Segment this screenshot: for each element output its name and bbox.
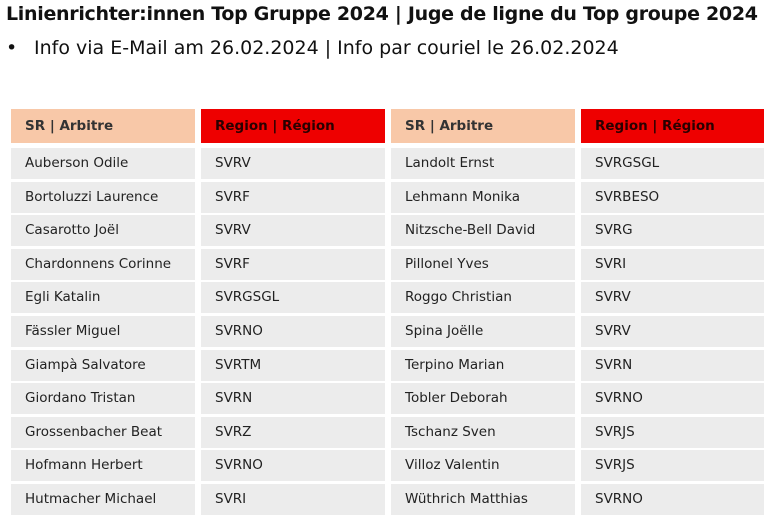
referee-name-cell: Hutmacher Michael [11, 483, 195, 515]
table-1-region-column: Region | Région SVRV SVRF SVRV SVRF SVRGSGL S… [201, 109, 385, 518]
region-cell: SVRF [201, 181, 385, 213]
region-cell: SVRI [581, 248, 764, 280]
region-list: SVRGSGL SVRBESO SVRG SVRI SVRV SVRV SVRN SVRNO S… [581, 148, 764, 515]
region-cell: SVRN [581, 349, 764, 381]
region-cell: SVRNO [581, 383, 764, 415]
referee-name-cell: Villoz Valentin [391, 450, 575, 482]
referee-name-cell: Spina Joëlle [391, 315, 575, 347]
region-cell: SVRTM [201, 349, 385, 381]
region-cell: SVRV [201, 215, 385, 247]
region-cell: SVRV [581, 282, 764, 314]
region-cell: SVRNO [201, 315, 385, 347]
referee-name-cell: Wüthrich Matthias [391, 483, 575, 515]
referee-name-cell: Auberson Odile [11, 148, 195, 179]
region-cell: SVRV [581, 315, 764, 347]
referee-name-cell: Bortoluzzi Laurence [11, 181, 195, 213]
region-list: SVRV SVRF SVRV SVRF SVRGSGL SVRNO SVRTM SVRN SVR… [201, 148, 385, 515]
region-cell: SVRJS [581, 450, 764, 482]
referee-name-cell: Pillonel Yves [391, 248, 575, 280]
referee-name-cell: Lehmann Monika [391, 181, 575, 213]
referee-name-cell: Tschanz Sven [391, 416, 575, 448]
page-title: Linienrichter:innen Top Gruppe 2024 | Ju… [6, 3, 758, 25]
referee-name-cell: Chardonnens Corinne [11, 248, 195, 280]
region-cell: SVRNO [201, 450, 385, 482]
sr-list: Auberson Odile Bortoluzzi Laurence Casarot… [11, 148, 195, 515]
referee-name-cell: Landolt Ernst [391, 148, 575, 179]
table-2-region-column: Region | Région SVRGSGL SVRBESO SVRG SVRI SV… [581, 109, 764, 518]
region-cell: SVRGSGL [581, 148, 764, 179]
region-cell: SVRF [201, 248, 385, 280]
referee-name-cell: Roggo Christian [391, 282, 575, 314]
subtitle-text: Info via E-Mail am 26.02.2024 | Info par… [34, 37, 619, 59]
sr-list: Landolt Ernst Lehmann Monika Nitzsche-Bell… [391, 148, 575, 515]
table-2-sr-column: SR | Arbitre Landolt Ernst Lehmann Monika… [391, 109, 575, 518]
referee-name-cell: Terpino Marian [391, 349, 575, 381]
region-cell: SVRZ [201, 416, 385, 448]
region-column-header: Region | Région [201, 109, 385, 143]
region-cell: SVRBESO [581, 181, 764, 213]
table-1-sr-column: SR | Arbitre Auberson Odile Bortoluzzi La… [11, 109, 195, 518]
sr-column-header: SR | Arbitre [391, 109, 575, 143]
referee-name-cell: Egli Katalin [11, 282, 195, 314]
referee-name-cell: Fässler Miguel [11, 315, 195, 347]
region-column-header: Region | Région [581, 109, 764, 143]
referee-name-cell: Giordano Tristan [11, 383, 195, 415]
referee-name-cell: Nitzsche-Bell David [391, 215, 575, 247]
region-cell: SVRG [581, 215, 764, 247]
referee-name-cell: Casarotto Joël [11, 215, 195, 247]
region-cell: SVRNO [581, 483, 764, 515]
sr-column-header: SR | Arbitre [11, 109, 195, 143]
region-cell: SVRJS [581, 416, 764, 448]
referee-name-cell: Tobler Deborah [391, 383, 575, 415]
referee-name-cell: Hofmann Herbert [11, 450, 195, 482]
referee-name-cell: Giampà Salvatore [11, 349, 195, 381]
region-cell: SVRV [201, 148, 385, 179]
subtitle-line: • Info via E-Mail am 26.02.2024 | Info pa… [6, 37, 619, 59]
region-cell: SVRGSGL [201, 282, 385, 314]
referee-name-cell: Grossenbacher Beat [11, 416, 195, 448]
region-cell: SVRI [201, 483, 385, 515]
bullet-glyph: • [6, 37, 18, 59]
region-cell: SVRN [201, 383, 385, 415]
